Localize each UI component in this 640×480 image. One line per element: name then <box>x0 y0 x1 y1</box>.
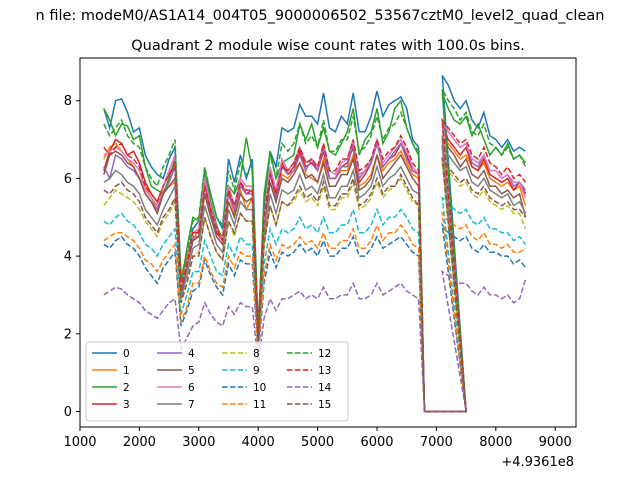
y-tick-label: 2 <box>64 327 72 342</box>
legend-label-6: 6 <box>188 382 195 394</box>
axis-ticks: 1000 2000 3000 4000 5000 6000 7000 8000 9000 0 2 4 6… <box>63 94 571 450</box>
legend-label-3: 3 <box>123 399 130 411</box>
legend-label-8: 8 <box>253 348 260 360</box>
series-line-6 <box>103 121 527 413</box>
series-line-7 <box>103 144 527 413</box>
legend-label-9: 9 <box>253 365 260 377</box>
legend-label-4: 4 <box>188 348 195 360</box>
legend-label-0: 0 <box>123 348 130 360</box>
x-tick-label: 9000 <box>539 435 572 450</box>
axes-frame <box>79 57 577 428</box>
series-line-3 <box>103 123 527 413</box>
series-line-0 <box>103 75 526 413</box>
series-line-11 <box>103 210 526 413</box>
legend-label-10: 10 <box>253 382 266 394</box>
series-line-8 <box>103 160 527 413</box>
series-line-13 <box>103 117 527 413</box>
legend-label-11: 11 <box>253 399 266 411</box>
x-tick-label: 6000 <box>360 435 393 450</box>
legend-label-5: 5 <box>188 365 195 377</box>
legend-label-14: 14 <box>318 382 332 394</box>
legend-box <box>85 341 349 422</box>
legend-label-12: 12 <box>318 348 331 360</box>
plot-area <box>103 75 527 413</box>
x-tick-label: 8000 <box>479 435 512 450</box>
x-tick-label: 2000 <box>123 435 156 450</box>
x-tick-label: 5000 <box>301 435 334 450</box>
legend-label-13: 13 <box>318 365 331 377</box>
x-tick-label: 4000 <box>242 435 275 450</box>
series-line-12 <box>103 88 527 413</box>
series-line-1 <box>103 138 527 413</box>
y-tick-label: 0 <box>64 405 72 420</box>
x-tick-label: 7000 <box>420 435 453 450</box>
x-tick-label: 3000 <box>182 435 215 450</box>
chart-title: Quadrant 2 module wise count rates with … <box>131 38 525 54</box>
y-tick-label: 6 <box>64 172 72 187</box>
y-tick-label: 4 <box>64 250 72 265</box>
y-tick-label: 8 <box>64 94 72 109</box>
legend-label-7: 7 <box>188 399 195 411</box>
x-tick-label: 1000 <box>63 435 96 450</box>
series-line-15 <box>103 156 527 413</box>
legend-label-15: 15 <box>318 399 331 411</box>
series-line-10 <box>103 222 527 413</box>
series-line-14 <box>103 270 527 413</box>
legend-label-2: 2 <box>123 382 130 394</box>
series-line-5 <box>103 135 527 413</box>
figure-suptitle: n file: modeM0/AS1A14_004T05_9000006502_… <box>36 8 605 24</box>
x-axis-offset-label: +4.9361e8 <box>501 455 574 470</box>
legend-label-1: 1 <box>123 365 130 377</box>
